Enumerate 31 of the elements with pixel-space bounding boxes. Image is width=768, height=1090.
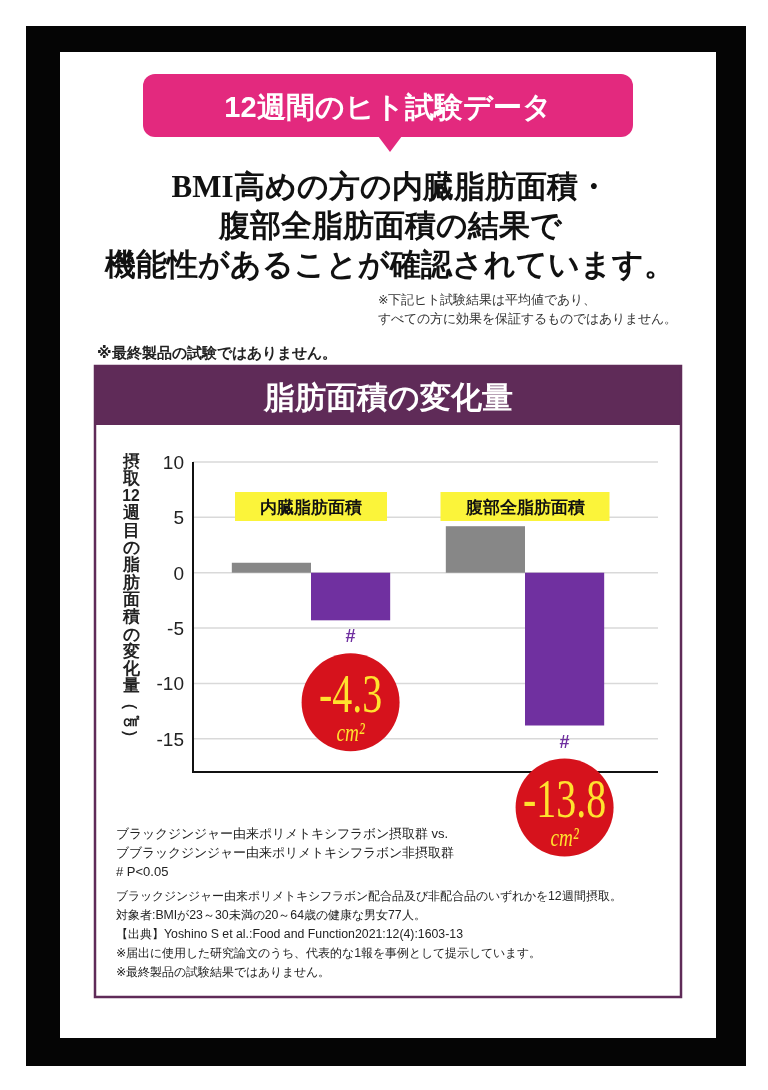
- x-tick-label: 内臓脂肪面積: [260, 498, 362, 517]
- y-tick-label: -15: [156, 728, 184, 750]
- text: 腹部全脂肪面積の結果で: [217, 208, 563, 243]
- bar: [525, 572, 605, 726]
- annotation: #: [559, 731, 570, 752]
- text: ※最終製品の試験ではありません。: [97, 344, 337, 361]
- y-tick-label: -5: [167, 618, 184, 640]
- data-label: -13.8 cm²: [522, 769, 607, 853]
- y-tick-label: 5: [173, 507, 184, 529]
- text: 【出典】Yoshino S et al.:Food and Function2021:12(4):1603-13: [116, 927, 464, 941]
- text: すべての方に効果を保証するものではありません。: [378, 311, 677, 326]
- text: ※下記ヒト試験結果は平均値であり、: [378, 293, 597, 307]
- annotation: #: [345, 626, 356, 647]
- bar: [311, 572, 391, 621]
- text: 摂取12週目の脂肪面積の変化量（㎠）: [121, 451, 140, 746]
- text: BMI高めの方の内臓脂肪面積・: [171, 169, 609, 204]
- y-tick-label: 0: [173, 562, 184, 584]
- y-tick-label: 10: [162, 452, 184, 473]
- bar: [445, 526, 525, 573]
- y-tick-label: -10: [156, 673, 184, 695]
- text: ブラックジンジャー由来ポリメトキシフラボン配合品及び非配合品のいずれかを12週間摂取。: [116, 889, 622, 903]
- text: 機能性があることが確認されています。: [104, 247, 675, 282]
- text: ※最終製品の試験結果ではありません。: [116, 965, 331, 979]
- bar: [231, 562, 311, 573]
- text: ※届出に使用した研究論文のうち、代表的な1報を事例として提示しています。: [116, 946, 542, 960]
- x-tick-label: 腹部全脂肪面積: [464, 498, 585, 517]
- text: ブラックジンジャー由来ポリメトキシフラボン摂取群 vs. ブブラックジンジャー由来ポリメトキシフラボン非摂取群 # P<0.05: [116, 826, 454, 879]
- data-label: -4.3 cm²: [318, 664, 383, 748]
- chart-title: 脂肪面積の変化量: [262, 380, 513, 415]
- text: 12週間のヒト試験データ: [224, 91, 552, 123]
- text: 対象者:BMIが23～30未満の20～64歳の健康な男女77人。: [116, 908, 426, 922]
